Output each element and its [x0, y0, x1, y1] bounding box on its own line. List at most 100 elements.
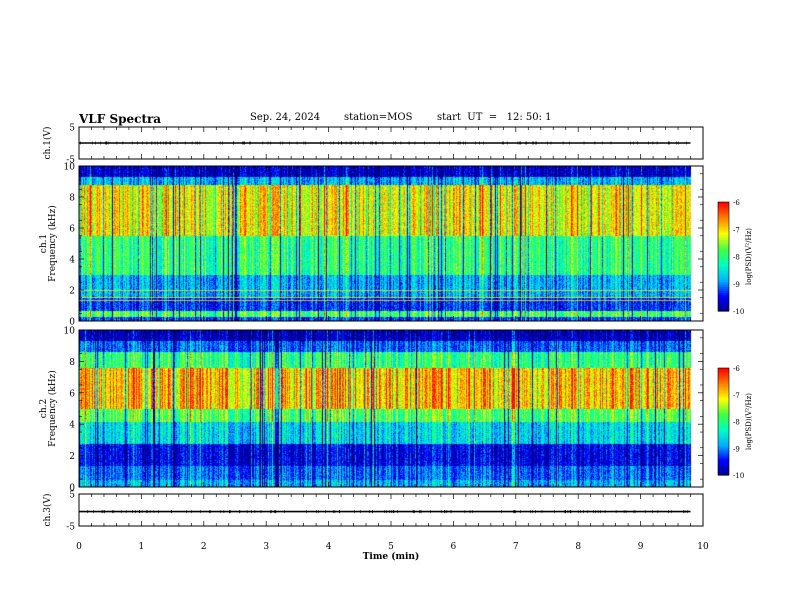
colorbar-segment: [718, 251, 729, 254]
colorbar-frame: [717, 367, 730, 476]
x-tick-label: 0: [76, 542, 82, 552]
colorbar-segment: [718, 272, 729, 276]
colorbar-segment: [718, 225, 729, 229]
x-tick-label: 6: [451, 542, 457, 552]
ch1-spectrogram-image: [79, 166, 703, 321]
colorbar-segment: [718, 387, 729, 390]
colorbar-segment: [718, 469, 729, 473]
y-tick-label: 2: [69, 287, 75, 297]
colorbar-segment: [718, 205, 729, 209]
colorbar-segment: [718, 421, 729, 424]
colorbar-label: log(PSD)(V²/Hz): [745, 228, 753, 285]
colorbar-tick-label: -9: [733, 445, 740, 453]
colorbar-segment: [718, 441, 729, 444]
colorbar-segment: [718, 385, 729, 389]
colorbar-segment: [718, 369, 729, 373]
colorbar-segment: [718, 378, 729, 382]
x-tick-label: 7: [513, 542, 519, 552]
colorbar-segment: [718, 245, 729, 249]
start-time-label: start UT = 12: 50: 1: [437, 112, 552, 123]
colorbar-tick-label: -9: [733, 281, 740, 289]
colorbar-segment: [718, 202, 729, 205]
colorbar-segment: [718, 466, 729, 469]
colorbar-segment: [718, 442, 729, 446]
x-tick-label: 3: [263, 542, 269, 552]
y-axis-label: ch.1(V): [42, 127, 53, 160]
y-tick-label: 10: [64, 327, 76, 337]
colorbar-segment: [718, 207, 729, 210]
colorbar-segment: [718, 236, 729, 239]
colorbar-segment: [718, 450, 729, 453]
y-tick-label: 5: [69, 124, 75, 134]
colorbar-segment: [718, 291, 729, 294]
colorbar-segment: [718, 243, 729, 247]
colorbar-segment: [718, 231, 729, 234]
x-axis-label: Time (min): [363, 551, 420, 562]
colorbar-segment: [718, 403, 729, 407]
colorbar-segment: [718, 209, 729, 212]
x-tick-label: 8: [575, 542, 581, 552]
colorbar-segment: [718, 382, 729, 385]
y-axis-label: ch.2: [39, 399, 49, 418]
colorbar-segment: [718, 298, 729, 301]
y-tick-label: 4: [69, 256, 75, 266]
colorbar-segment: [718, 287, 729, 290]
colorbar-segment: [718, 432, 729, 435]
chart-title: VLF Spectra: [79, 112, 162, 126]
colorbar-segment: [718, 417, 729, 421]
x-tick-label: 9: [638, 542, 644, 552]
x-tick-label: 4: [326, 542, 332, 552]
colorbar-segment: [718, 303, 729, 307]
colorbar-segment: [718, 446, 729, 449]
colorbar-segment: [718, 419, 729, 423]
colorbar-segment: [718, 398, 729, 401]
colorbar-segment: [718, 423, 729, 426]
colorbar-tick-label: -8: [733, 254, 740, 262]
colorbar-segment: [718, 373, 729, 376]
colorbar-segment: [718, 368, 729, 371]
colorbar-segment: [718, 462, 729, 465]
colorbar-segment: [718, 276, 729, 279]
colorbar-segment: [718, 223, 729, 227]
colorbar-tick-label: -8: [733, 419, 740, 427]
colorbar-segment: [718, 394, 729, 398]
ch2-spectrogram-image: [79, 330, 703, 487]
y-tick-label: 10: [64, 163, 76, 173]
colorbar-segment: [718, 240, 729, 243]
y-tick-label: 0: [69, 318, 75, 328]
colorbar-segment: [718, 260, 729, 263]
colorbar-segment: [718, 455, 729, 458]
y-tick-label: 8: [69, 358, 75, 368]
colorbar-segment: [718, 211, 729, 214]
colorbar-segment: [718, 371, 729, 374]
colorbar-segment: [718, 218, 729, 221]
y-tick-label: -5: [66, 523, 75, 533]
colorbar-segment: [718, 407, 729, 410]
colorbar-segment: [718, 309, 729, 312]
colorbar-segment: [718, 464, 729, 467]
colorbar-segment: [718, 392, 729, 396]
colorbar-segment: [718, 300, 729, 303]
colorbar-segment: [718, 435, 729, 439]
colorbar-segment: [718, 410, 729, 414]
colorbar-tick-label: -7: [733, 226, 740, 234]
colorbar-segment: [718, 252, 729, 256]
colorbar-segment: [718, 271, 729, 274]
colorbar-frame: [717, 201, 730, 312]
colorbar-segment: [718, 269, 729, 272]
colorbar-segment: [718, 433, 729, 437]
colorbar-segment: [718, 256, 729, 259]
colorbar-segment: [718, 229, 729, 232]
colorbar-segment: [718, 376, 729, 380]
colorbar-segment: [718, 254, 729, 258]
colorbar-segment: [718, 405, 729, 408]
colorbar-segment: [718, 301, 729, 305]
colorbar-segment: [718, 263, 729, 267]
colorbar-segment: [718, 426, 729, 430]
colorbar-segment: [718, 458, 729, 462]
colorbar-segment: [718, 457, 729, 460]
colorbar-tick-label: -6: [733, 365, 740, 373]
date-label: Sep. 24, 2024: [250, 112, 321, 123]
colorbar-segment: [718, 203, 729, 207]
